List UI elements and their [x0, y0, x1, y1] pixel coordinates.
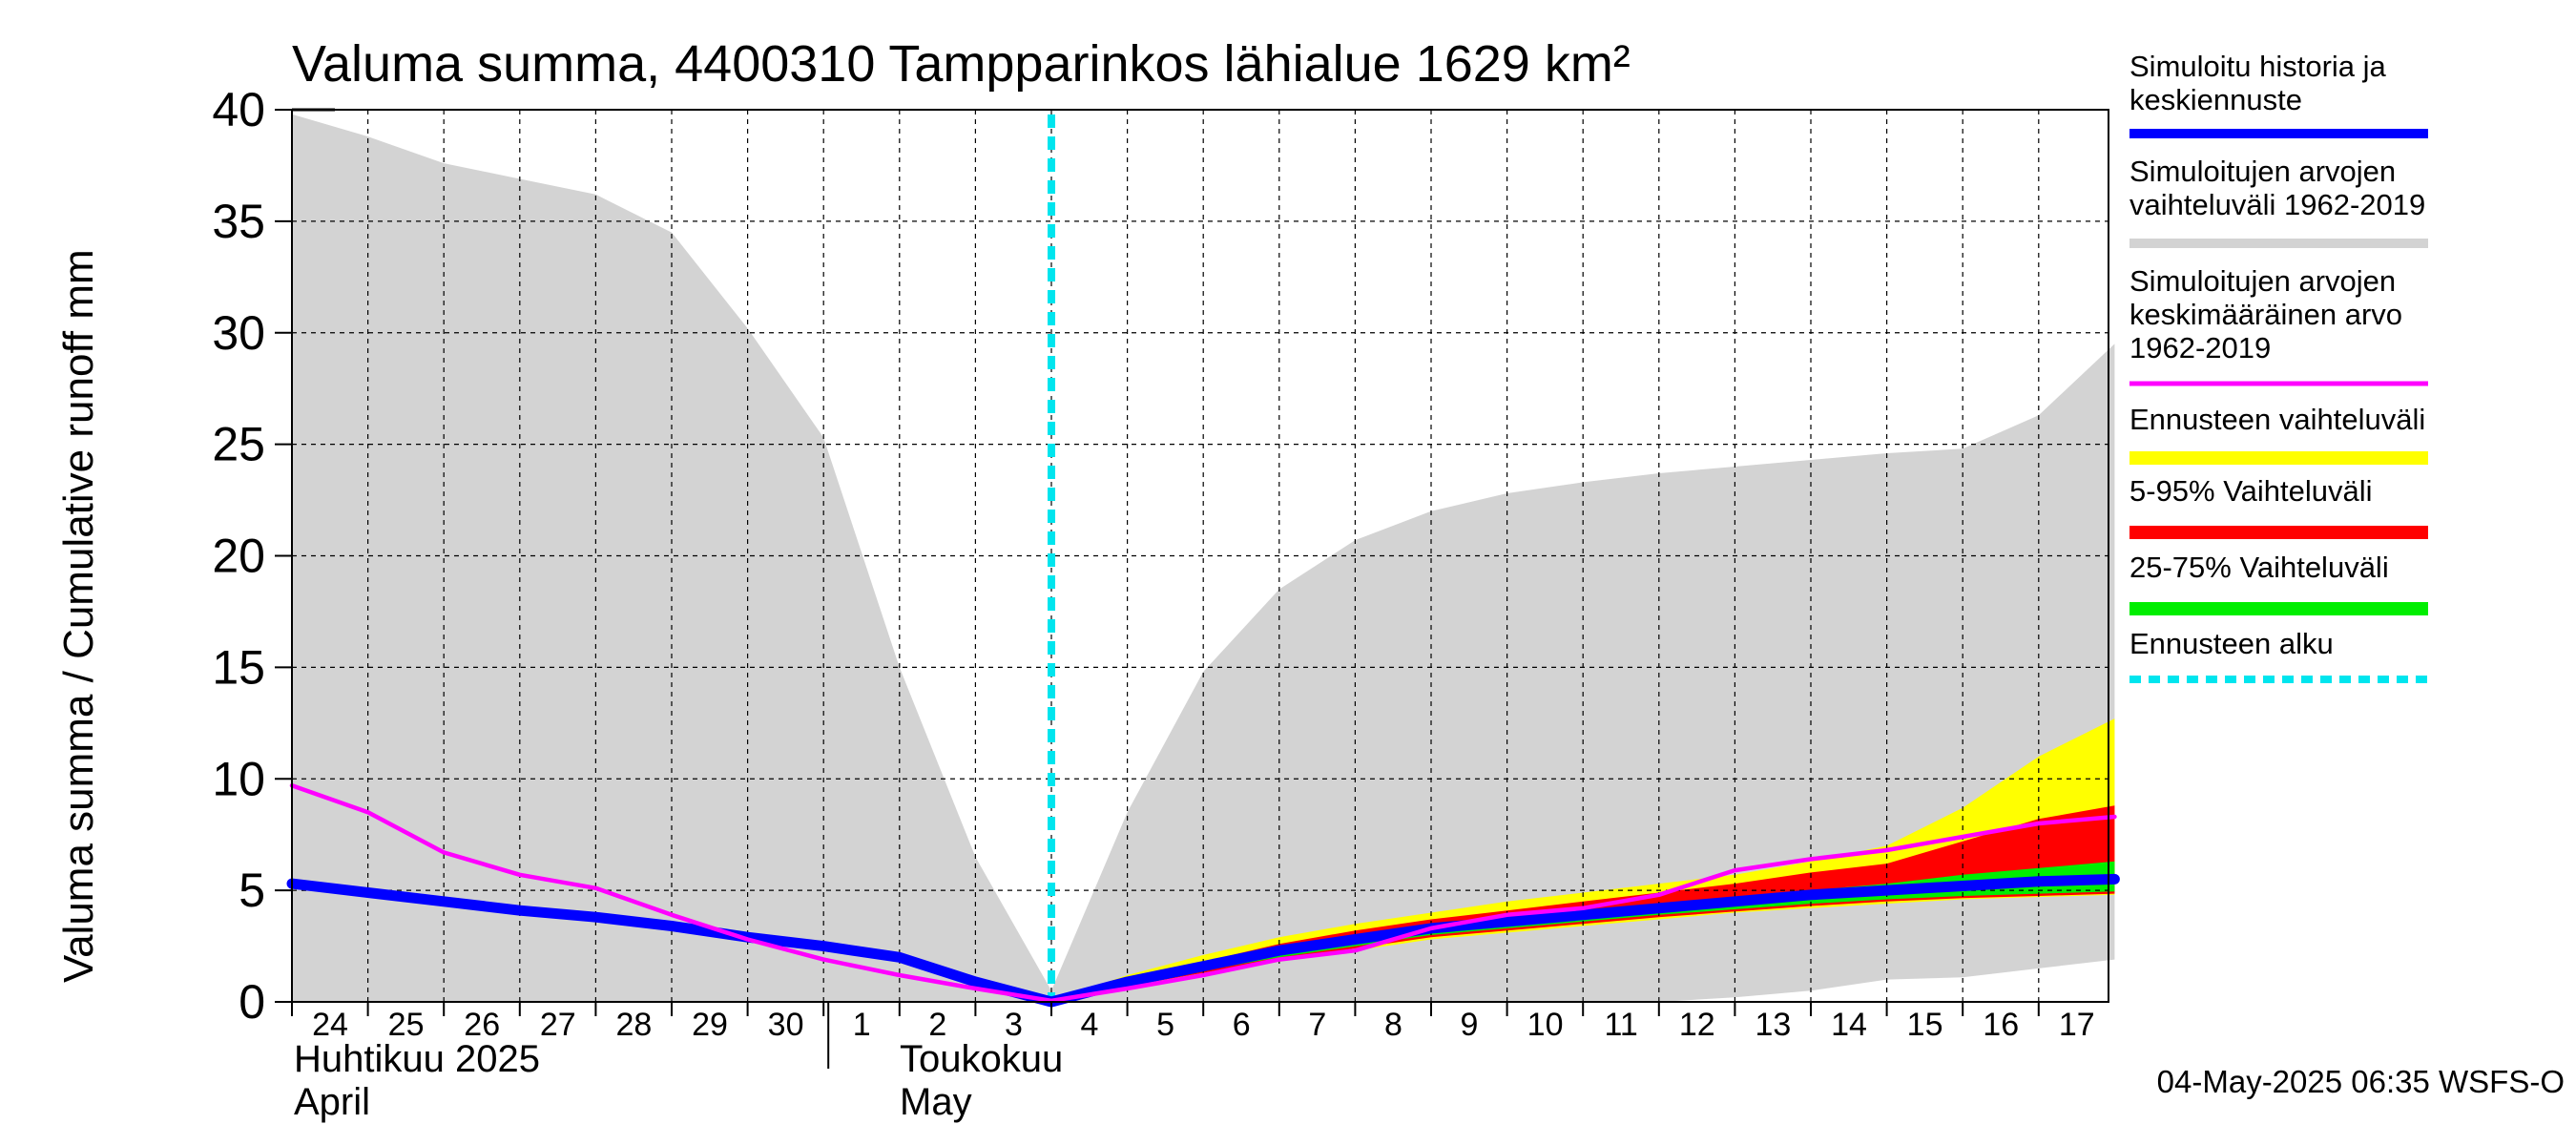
legend-label: keskimääräinen arvo	[2129, 298, 2402, 331]
legend-item: Ennusteen alku	[2129, 627, 2428, 683]
month-label-may-en: May	[900, 1081, 972, 1123]
x-tick-label: 13	[1755, 1007, 1791, 1043]
x-tick-label: 11	[1605, 1007, 1638, 1043]
y-tick-label: 15	[212, 640, 265, 694]
legend-label: Ennusteen alku	[2129, 627, 2334, 660]
forecast-range-band	[1051, 718, 2115, 1002]
y-tick-label: 10	[212, 752, 265, 805]
y-tick-label: 5	[239, 864, 265, 917]
timestamp: 04-May-2025 06:35 WSFS-O	[2157, 1064, 2565, 1099]
x-tick-label: 26	[464, 1007, 500, 1043]
x-tick-label: 24	[312, 1007, 348, 1043]
legend-label: 1962-2019	[2129, 331, 2271, 364]
x-axis: 24 25 26 27 28 29 30 1 2 3 4 5 6 7 8 9 10 11 12 13 14 15 16 17	[291, 1002, 2095, 1069]
y-tick-label: 40	[212, 83, 265, 136]
historical-mean-line	[289, 783, 2117, 1004]
legend-label: Simuloitu historia ja	[2129, 50, 2387, 83]
y-axis-label: Valuma summa / Cumulative runoff mm	[55, 249, 102, 983]
y-tick-label: 30	[212, 306, 265, 360]
x-tick-label: 25	[388, 1007, 425, 1043]
x-tick-label: 9	[1461, 1007, 1479, 1043]
x-tick-label: 30	[768, 1007, 804, 1043]
x-tick-label: 28	[615, 1007, 652, 1043]
month-label-april: Huhtikuu 2025 April	[294, 1038, 540, 1123]
x-tick-label: 5	[1156, 1007, 1174, 1043]
month-label-may-fi: Toukokuu	[900, 1038, 1063, 1080]
legend: Simuloitu historia jakeskiennusteSimuloi…	[2129, 50, 2428, 683]
legend-label: Ennusteen vaihteluväli	[2129, 403, 2425, 436]
legend-label: Simuloitujen arvojen	[2129, 155, 2396, 188]
x-tick-label: 27	[540, 1007, 576, 1043]
y-axis: 0 5 10 15 20 25 30 35 40	[212, 83, 335, 1029]
x-tick-label: 3	[1005, 1007, 1023, 1043]
chart-title: Valuma summa, 4400310 Tampparinkos lähia…	[292, 35, 1631, 93]
x-tick-label: 7	[1308, 1007, 1326, 1043]
month-label-april-en: April	[294, 1081, 370, 1123]
legend-label: 25-75% Vaihteluväli	[2129, 551, 2389, 584]
legend-label: Simuloitujen arvojen	[2129, 264, 2396, 298]
legend-item: 25-75% Vaihteluväli	[2129, 551, 2428, 615]
legend-item: Ennusteen vaihteluväli	[2129, 403, 2428, 465]
y-tick-label: 25	[212, 418, 265, 471]
month-label-april-fi: Huhtikuu 2025	[294, 1038, 540, 1080]
y-tick-label: 0	[239, 975, 265, 1029]
month-label-may: Toukokuu May	[900, 1038, 1063, 1123]
legend-item: 5-95% Vaihteluväli	[2129, 474, 2428, 539]
legend-label: vaihteluväli 1962-2019	[2129, 188, 2425, 221]
x-tick-label: 6	[1233, 1007, 1251, 1043]
x-tick-label: 8	[1384, 1007, 1402, 1043]
y-tick-label: 20	[212, 530, 265, 583]
x-tick-label: 2	[928, 1007, 946, 1043]
legend-label: keskiennuste	[2129, 83, 2302, 116]
y-tick-label: 35	[212, 195, 265, 248]
x-tick-label: 10	[1527, 1007, 1564, 1043]
series-lines	[286, 114, 2120, 1008]
x-tick-label: 14	[1831, 1007, 1867, 1043]
plot-area	[286, 109, 2120, 1008]
x-tick-label: 17	[2059, 1007, 2095, 1043]
x-tick-label: 15	[1907, 1007, 1943, 1043]
legend-label: 5-95% Vaihteluväli	[2129, 474, 2372, 508]
grid	[292, 110, 2109, 1002]
simulated-median-line	[286, 873, 2120, 1008]
x-tick-label: 12	[1679, 1007, 1715, 1043]
x-tick-label: 16	[1983, 1007, 2019, 1043]
x-tick-label: 4	[1081, 1007, 1099, 1043]
x-tick-label: 1	[853, 1007, 871, 1043]
x-tick-label: 29	[692, 1007, 728, 1043]
